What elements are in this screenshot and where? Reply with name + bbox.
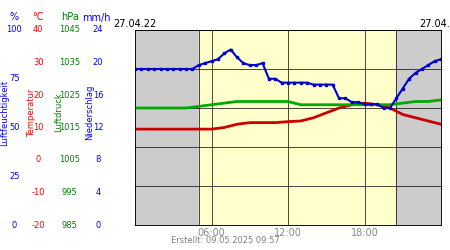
Text: Temperatur: Temperatur bbox=[27, 88, 36, 137]
Text: -10: -10 bbox=[32, 188, 45, 197]
Text: 995: 995 bbox=[62, 188, 77, 197]
Text: 0: 0 bbox=[36, 156, 41, 164]
Text: Luftfeuchtigkeit: Luftfeuchtigkeit bbox=[0, 80, 9, 146]
Text: 8: 8 bbox=[95, 156, 101, 164]
Text: 16: 16 bbox=[93, 90, 104, 100]
Text: 12: 12 bbox=[93, 123, 104, 132]
Text: 0: 0 bbox=[12, 220, 17, 230]
Bar bbox=[135, 30, 199, 225]
Text: 75: 75 bbox=[9, 74, 20, 83]
Text: 1005: 1005 bbox=[59, 156, 80, 164]
Text: 25: 25 bbox=[9, 172, 20, 181]
Text: 1025: 1025 bbox=[59, 90, 80, 100]
Bar bbox=[396, 30, 441, 225]
Text: hPa: hPa bbox=[61, 12, 79, 22]
Text: -20: -20 bbox=[32, 220, 45, 230]
Text: 985: 985 bbox=[62, 220, 78, 230]
Text: 1045: 1045 bbox=[59, 26, 80, 35]
Text: 0: 0 bbox=[95, 220, 101, 230]
Text: 20: 20 bbox=[33, 90, 44, 100]
Text: 100: 100 bbox=[6, 26, 22, 35]
Text: Luftdruck: Luftdruck bbox=[54, 92, 63, 132]
Text: 40: 40 bbox=[33, 26, 44, 35]
Text: 1035: 1035 bbox=[59, 58, 80, 67]
Text: 1015: 1015 bbox=[59, 123, 80, 132]
Text: 4: 4 bbox=[95, 188, 101, 197]
Text: 20: 20 bbox=[93, 58, 104, 67]
Text: 10: 10 bbox=[33, 123, 44, 132]
Text: °C: °C bbox=[32, 12, 44, 22]
Text: Niederschlag: Niederschlag bbox=[86, 85, 94, 140]
Text: %: % bbox=[10, 12, 19, 22]
Text: 30: 30 bbox=[33, 58, 44, 67]
Bar bbox=[199, 30, 396, 225]
Text: Erstellt: 09.05.2025 09:57: Erstellt: 09.05.2025 09:57 bbox=[171, 236, 279, 245]
Text: mm/h: mm/h bbox=[82, 12, 111, 22]
Text: 50: 50 bbox=[9, 123, 20, 132]
Text: 24: 24 bbox=[93, 26, 104, 35]
